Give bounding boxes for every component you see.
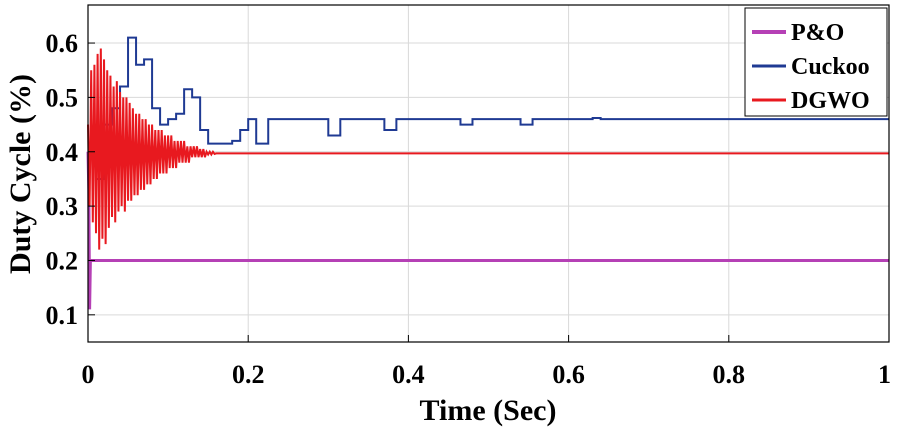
y-tick-label: 0.2 xyxy=(46,246,79,275)
y-tick-label: 0.5 xyxy=(46,83,79,112)
series-line-cuckoo xyxy=(88,36,889,180)
x-tick-label: 1 xyxy=(878,360,891,389)
series-layer xyxy=(86,36,889,310)
x-tick-label: 0 xyxy=(82,360,95,389)
x-tick-label: 0.4 xyxy=(392,360,425,389)
x-tick-label: 0.2 xyxy=(232,360,265,389)
x-tick-label: 0.6 xyxy=(552,360,585,389)
legend-label: P&O xyxy=(791,20,844,46)
plot-frame xyxy=(87,4,890,343)
legend-box xyxy=(744,7,888,117)
y-tick-label: 0.6 xyxy=(46,29,79,58)
legend-label: Cuckoo xyxy=(791,54,870,80)
y-tick-label: 0.4 xyxy=(46,138,79,167)
series-line-dgwo xyxy=(87,48,889,250)
y-tick-label: 0.1 xyxy=(46,301,79,330)
x-axis-label: Time (Sec) xyxy=(420,394,557,427)
x-tick-label: 0.8 xyxy=(713,360,746,389)
y-axis-label: Duty Cycle (%) xyxy=(4,74,37,274)
legend: P&O Cuckoo DGWO xyxy=(744,7,888,117)
legend-label: DGWO xyxy=(791,88,870,114)
y-tick-label: 0.3 xyxy=(46,192,79,221)
axis-ticks: 0 0.2 0.4 0.6 0.8 1 0.1 0.2 0.3 0.4 0.5 0.6 xyxy=(46,29,892,389)
